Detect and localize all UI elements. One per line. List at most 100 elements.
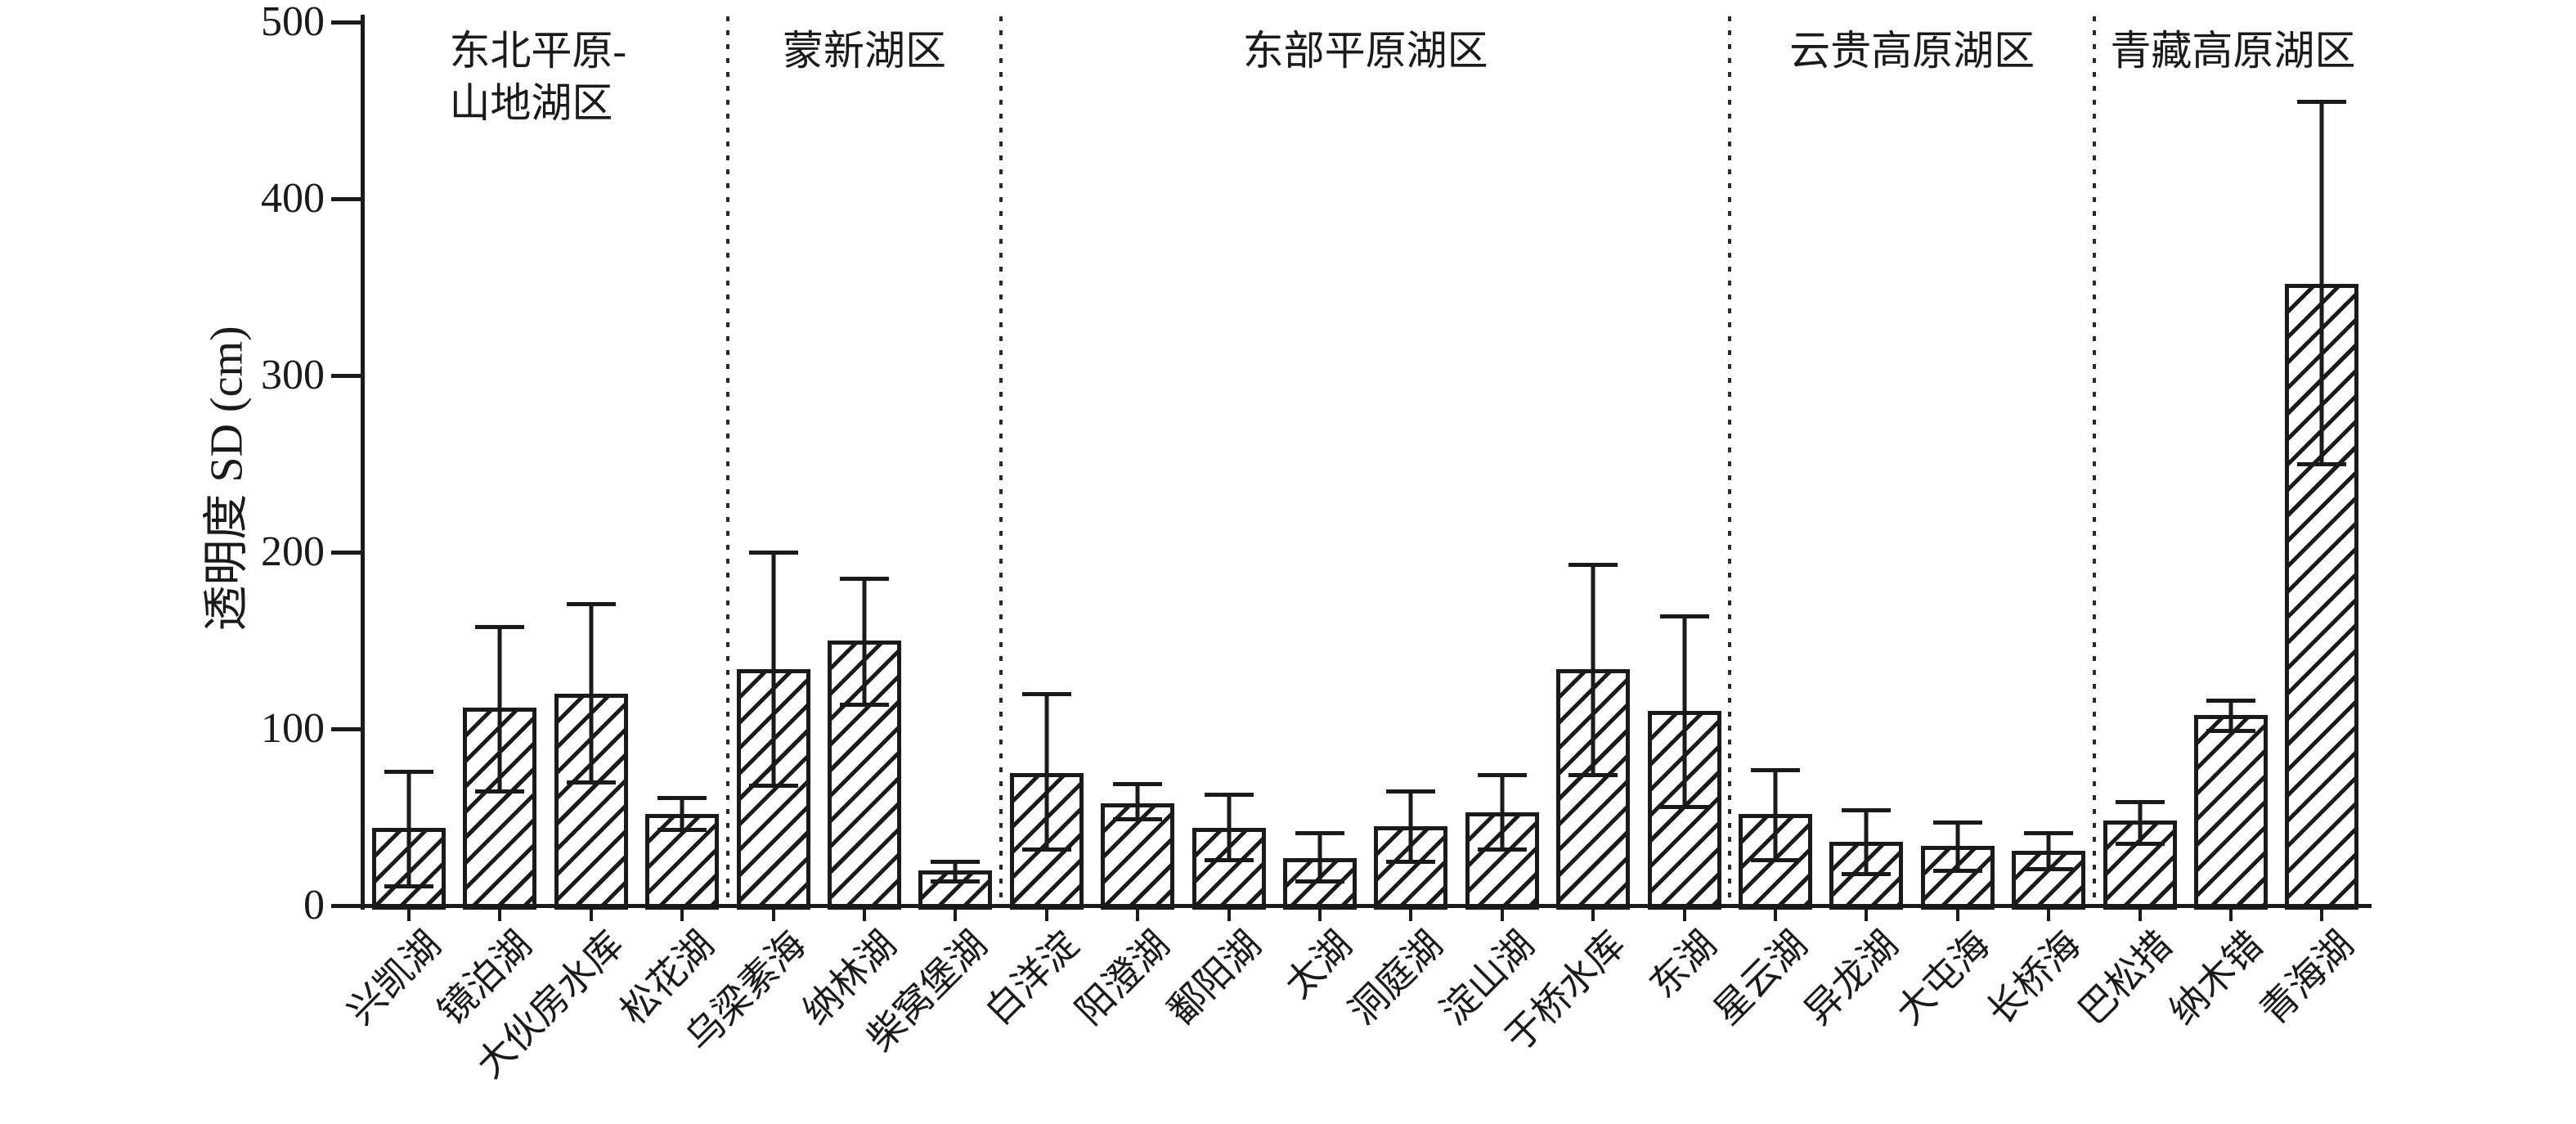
x-tick-label-长桥海: 长桥海 — [1979, 923, 2089, 1033]
error-cap-bottom-纳林湖 — [840, 702, 889, 707]
error-whisker-大伙房水库 — [589, 603, 594, 782]
error-cap-top-于桥水库 — [1568, 563, 1618, 568]
error-cap-top-大伙房水库 — [566, 601, 616, 606]
x-tick-乌梁素海 — [771, 908, 775, 921]
error-whisker-淀山湖 — [1500, 775, 1505, 849]
y-tick-label-200: 200 — [261, 528, 325, 575]
error-whisker-松花湖 — [680, 798, 684, 830]
error-cap-bottom-太湖 — [1295, 879, 1344, 883]
x-tick-大屯海 — [1955, 908, 1959, 921]
x-tick-纳木错 — [2229, 908, 2233, 921]
x-tick-label-兴凯湖: 兴凯湖 — [339, 923, 449, 1033]
error-cap-bottom-于桥水库 — [1568, 773, 1618, 778]
region-label-云贵高原湖区: 云贵高原湖区 — [1789, 28, 2035, 74]
error-cap-top-淀山湖 — [1477, 773, 1527, 778]
x-tick-青海湖 — [2320, 908, 2324, 921]
error-whisker-乌梁素海 — [771, 552, 776, 786]
x-tick-星云湖 — [1774, 908, 1777, 921]
region-separator — [725, 16, 729, 906]
error-whisker-东湖 — [1682, 615, 1687, 807]
error-cap-top-纳木错 — [2206, 699, 2255, 704]
bar-洞庭湖 — [1374, 825, 1448, 910]
y-tick-300 — [331, 374, 361, 378]
error-cap-bottom-巴松措 — [2115, 842, 2165, 847]
x-tick-label-东湖: 东湖 — [1641, 923, 1725, 1006]
x-tick-异龙湖 — [1865, 908, 1869, 921]
x-tick-label-纳木错: 纳木错 — [2161, 923, 2271, 1033]
x-tick-大伙房水库 — [589, 908, 593, 921]
error-whisker-纳林湖 — [862, 578, 867, 704]
region-label-东北平原-山地湖区: 东北平原- 山地湖区 — [449, 28, 627, 126]
x-tick-东湖 — [1682, 908, 1686, 921]
x-tick-label-巴松措: 巴松措 — [2070, 923, 2180, 1033]
error-cap-bottom-淀山湖 — [1477, 847, 1527, 852]
error-cap-bottom-青海湖 — [2297, 462, 2347, 466]
error-whisker-兴凯湖 — [406, 771, 411, 887]
error-cap-bottom-大屯海 — [1932, 868, 1982, 873]
error-whisker-星云湖 — [1773, 769, 1778, 860]
region-label-青藏高原湖区: 青藏高原湖区 — [2110, 28, 2356, 74]
error-cap-bottom-松花湖 — [657, 828, 707, 833]
error-cap-top-阳澄湖 — [1113, 781, 1163, 786]
error-cap-bottom-异龙湖 — [1842, 872, 1892, 877]
y-tick-0 — [331, 904, 361, 908]
error-cap-bottom-大伙房水库 — [566, 780, 616, 785]
x-tick-长桥海 — [2047, 908, 2051, 921]
error-whisker-鄱阳湖 — [1227, 794, 1232, 860]
y-tick-label-0: 0 — [303, 882, 325, 928]
x-tick-阳澄湖 — [1136, 908, 1140, 921]
error-whisker-白洋淀 — [1044, 693, 1049, 849]
error-whisker-阳澄湖 — [1135, 783, 1140, 820]
region-separator — [2092, 16, 2096, 906]
x-tick-label-洞庭湖: 洞庭湖 — [1341, 923, 1452, 1033]
y-axis — [361, 15, 365, 910]
error-cap-bottom-白洋淀 — [1021, 847, 1071, 852]
x-tick-淀山湖 — [1500, 908, 1504, 921]
x-tick-巴松措 — [2138, 908, 2142, 921]
error-cap-top-柴窝堡湖 — [931, 860, 981, 864]
y-tick-label-500: 500 — [261, 0, 325, 45]
error-cap-bottom-星云湖 — [1751, 857, 1800, 862]
error-cap-top-白洋淀 — [1021, 691, 1071, 696]
x-tick-鄱阳湖 — [1227, 908, 1231, 921]
error-whisker-大屯海 — [1955, 822, 1960, 870]
error-cap-top-兴凯湖 — [384, 769, 433, 774]
x-tick-兴凯湖 — [407, 908, 411, 921]
y-tick-100 — [331, 727, 361, 731]
error-whisker-异龙湖 — [1864, 810, 1869, 874]
error-cap-top-大屯海 — [1932, 821, 1982, 825]
bar-纳木错 — [2194, 714, 2268, 910]
y-tick-500 — [331, 20, 361, 25]
x-tick-于桥水库 — [1591, 908, 1595, 921]
y-tick-label-100: 100 — [261, 705, 325, 752]
y-tick-label-400: 400 — [261, 175, 325, 222]
error-whisker-柴窝堡湖 — [953, 861, 958, 881]
error-whisker-纳木错 — [2228, 700, 2233, 731]
error-cap-top-松花湖 — [657, 796, 707, 801]
x-tick-label-星云湖: 星云湖 — [1706, 923, 1815, 1033]
x-tick-柴窝堡湖 — [954, 908, 958, 921]
error-cap-top-乌梁素海 — [748, 551, 798, 555]
x-tick-label-阳澄湖: 阳澄湖 — [1068, 923, 1178, 1033]
y-tick-400 — [331, 197, 361, 201]
error-cap-top-青海湖 — [2297, 100, 2347, 105]
x-tick-label-鄱阳湖: 鄱阳湖 — [1159, 923, 1269, 1033]
error-cap-bottom-柴窝堡湖 — [931, 879, 981, 883]
x-axis — [361, 904, 2372, 908]
error-cap-bottom-鄱阳湖 — [1204, 857, 1254, 862]
error-cap-bottom-东湖 — [1659, 805, 1709, 810]
region-label-东部平原湖区: 东部平原湖区 — [1242, 28, 1488, 74]
error-whisker-太湖 — [1317, 833, 1322, 881]
x-tick-白洋淀 — [1044, 908, 1048, 921]
error-cap-bottom-阳澄湖 — [1113, 817, 1163, 822]
x-tick-label-白洋淀: 白洋淀 — [976, 923, 1087, 1033]
x-tick-label-大屯海: 大屯海 — [1887, 923, 1998, 1033]
region-separator — [999, 16, 1003, 906]
error-whisker-巴松措 — [2138, 801, 2143, 844]
error-cap-top-太湖 — [1295, 831, 1344, 836]
x-tick-纳林湖 — [863, 908, 866, 921]
error-cap-top-鄱阳湖 — [1204, 792, 1254, 797]
error-cap-bottom-镜泊湖 — [475, 789, 525, 794]
error-cap-bottom-乌梁素海 — [748, 784, 798, 789]
